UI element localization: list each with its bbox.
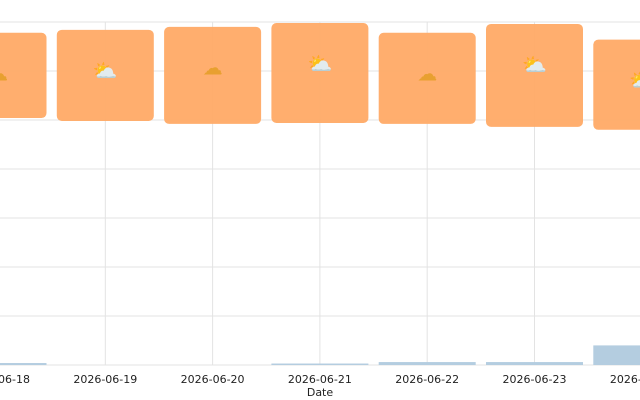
precipitation-bar [486,362,583,365]
weather-icon: ⛅ [307,51,332,75]
temperature-range [378,32,476,124]
x-tick-label: 2026-06-22 [395,373,459,386]
precipitation-bar [0,363,47,365]
x-tick-label: 2026-06-21 [288,373,352,386]
x-tick-label: 2026-06-20 [181,373,245,386]
x-axis-title: Date [307,386,334,399]
weather-icon: ☁ [203,55,223,79]
temperature-range [164,26,262,124]
weather-icon: ⛅ [629,68,640,92]
precipitation-bar [593,345,640,365]
x-tick-label: 2026-06-24 [610,373,640,386]
weather-icon: ☁ [417,61,437,85]
temperature-range [56,29,154,121]
x-tick-label: 2026-06-23 [503,373,567,386]
precipitation-bar [378,362,476,365]
temperature-range [271,22,369,123]
x-tick-label: 2026-06-18 [0,373,30,386]
weather-icon: ☁ [0,61,8,85]
precipitation-bar [271,363,369,365]
weather-icon: ⛅ [93,58,118,82]
temperature-range [486,23,583,127]
temperature-range [593,39,640,130]
weather-icon: ⛅ [522,52,547,76]
temperature-range [0,32,47,119]
x-tick-label: 2026-06-19 [73,373,137,386]
